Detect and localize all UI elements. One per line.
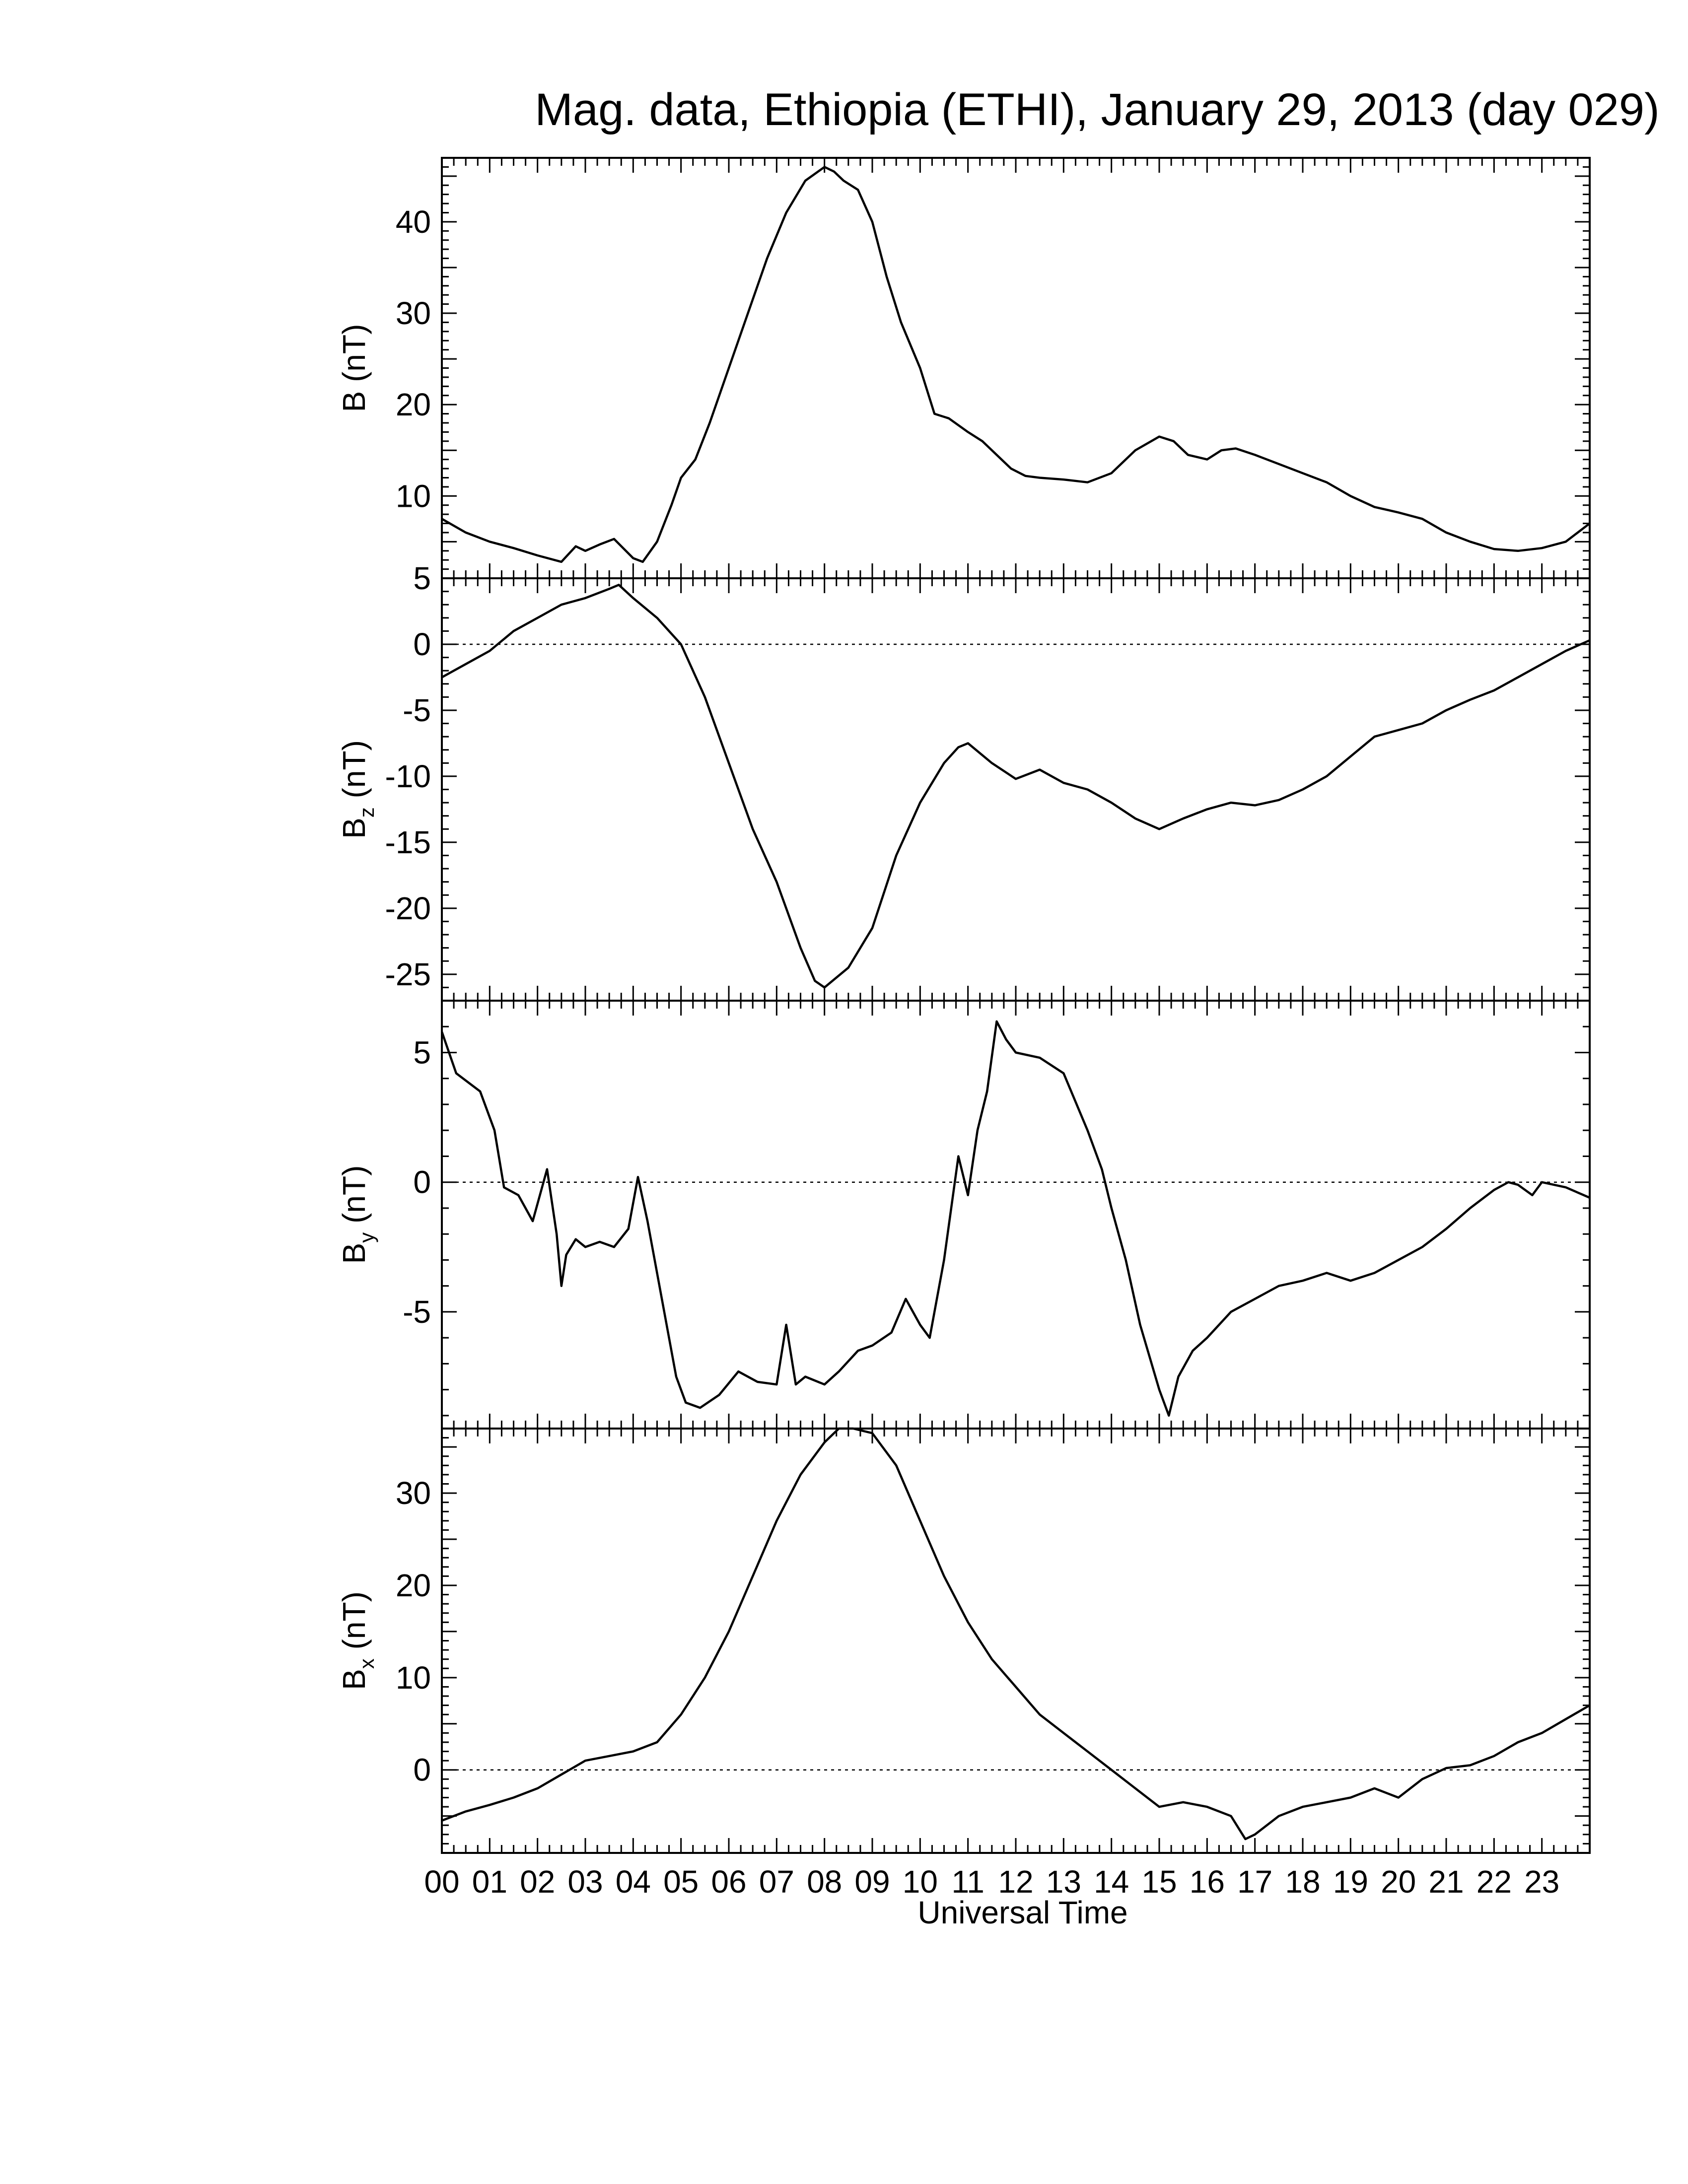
y-tick-label: -25 [385,956,431,992]
x-tick-label: 18 [1285,1864,1320,1900]
x-tick-label: 06 [711,1864,746,1900]
x-axis-label: Universal Time [917,1895,1127,1930]
x-tick-label: 08 [807,1864,842,1900]
x-tick-label: 04 [616,1864,651,1900]
y-tick-label: -5 [403,692,431,728]
x-tick-label: 02 [520,1864,555,1900]
y-tick-label: 30 [396,295,431,331]
y-tick-label: 5 [413,560,431,596]
x-tick-label: 21 [1428,1864,1464,1900]
panel-by: 5 0 -5 By (nT) [336,1000,1591,1430]
x-tick-label: 03 [567,1864,603,1900]
panel-bz: 5 0 -5 -10 -15 -20 -25 Bz (nT) [336,560,1591,1002]
y-tick-label: -5 [403,1294,431,1330]
panel-frame [441,577,1591,1002]
x-tick-label: 10 [903,1864,938,1900]
panel-frame [441,1000,1591,1430]
series-line-by [440,1020,1590,1417]
y-axis-label: Bz (nT) [336,740,378,839]
chart-title: Mag. data, Ethiopia (ETHI), January 29, … [535,84,1659,135]
x-tick-label: 07 [759,1864,794,1900]
x-tick-labels: 00 01 02 03 04 05 06 07 08 09 10 11 12 13 14 15 16 17 18 19… [424,1864,1559,1900]
x-tick-label: 19 [1333,1864,1368,1900]
x-tick-label: 20 [1381,1864,1416,1900]
x-tick-label: 16 [1190,1864,1225,1900]
series-line-bz [441,584,1590,989]
y-tick-label: -10 [385,758,431,794]
panel-bx: 30 20 10 0 Bx (nT) [336,1427,1591,1854]
x-tick-label: 01 [472,1864,507,1900]
y-tick-label: 20 [396,387,431,422]
y-tick-label: -15 [385,824,431,860]
y-tick-label: 10 [396,1660,431,1696]
panel-frame [441,157,1591,579]
series-line-bx [441,1427,1591,1841]
y-tick-label: 0 [413,1752,431,1788]
y-tick-label: 5 [413,1034,431,1070]
y-tick-label: 0 [413,1164,431,1200]
panel-b: 10 20 30 40 B (nT) [336,157,1591,579]
x-tick-label: 15 [1141,1864,1177,1900]
x-tick-label: 23 [1524,1864,1559,1900]
y-tick-label: 0 [413,626,431,662]
y-axis-label: B (nT) [336,324,372,412]
y-axis-label: Bx (nT) [336,1591,378,1690]
y-tick-label: 10 [396,478,431,514]
y-tick-label: 40 [396,204,431,240]
x-tick-label: 12 [998,1864,1033,1900]
x-tick-label: 05 [663,1864,699,1900]
panels-group: 10 20 30 40 B (nT) 5 0 -5 -10 -15 -20 -25 Bz (nT) 5 0 -… [336,157,1591,1854]
x-tick-label: 22 [1477,1864,1512,1900]
y-tick-label: 20 [396,1568,431,1603]
x-tick-label: 14 [1094,1864,1129,1900]
y-tick-label: -20 [385,890,431,926]
x-tick-label: 17 [1237,1864,1272,1900]
x-tick-label: 13 [1046,1864,1081,1900]
x-tick-label: 09 [854,1864,890,1900]
y-axis-label: By (nT) [336,1165,378,1264]
x-tick-label: 00 [424,1864,459,1900]
y-tick-label: 30 [396,1475,431,1511]
series-line-b [441,166,1591,563]
panel-frame [441,1428,1591,1854]
x-tick-label: 11 [951,1864,984,1900]
